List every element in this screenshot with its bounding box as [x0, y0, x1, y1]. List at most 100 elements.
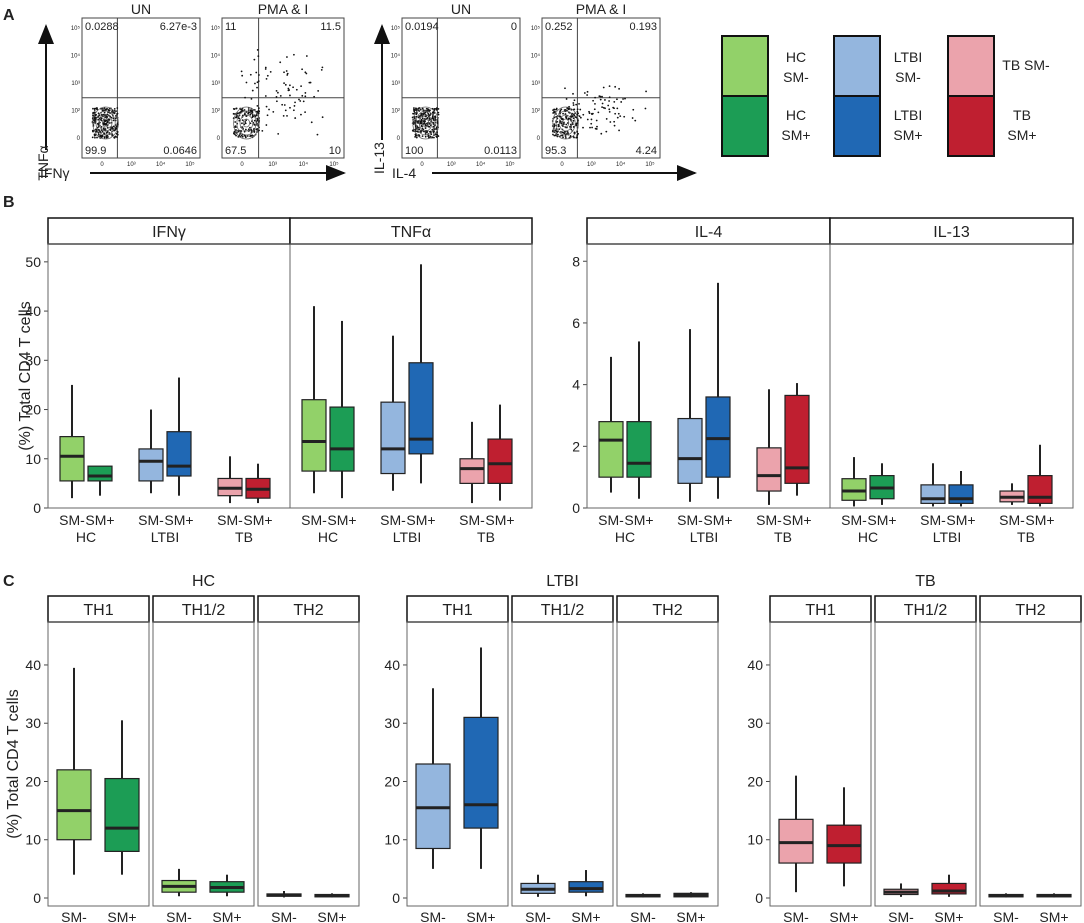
event-dot — [94, 121, 96, 124]
event-dot — [424, 115, 427, 118]
x-tick-label: SM- — [166, 909, 192, 923]
event-dot — [249, 73, 252, 76]
event-dot — [569, 125, 572, 128]
event-dot — [575, 103, 578, 106]
contour-line — [102, 118, 110, 128]
event-dot — [437, 108, 440, 110]
event-dot — [94, 136, 96, 139]
flow-ylabel-left: TNFα — [35, 145, 51, 180]
event-dot — [599, 98, 602, 101]
event-dot — [605, 118, 608, 120]
event-dot — [249, 135, 252, 138]
flow-x-tick: 10⁴ — [616, 161, 626, 168]
event-dot — [258, 129, 260, 132]
event-dot — [108, 131, 111, 134]
event-dot — [418, 128, 421, 131]
quadrant-value-ll: 100 — [405, 145, 423, 157]
event-dot — [556, 120, 559, 123]
facet-strip — [152, 595, 255, 623]
y-tick-label: 0 — [572, 500, 580, 516]
event-dot — [415, 136, 418, 139]
event-dot — [553, 124, 556, 127]
event-dot — [425, 122, 428, 125]
event-dot — [285, 70, 288, 72]
event-dot — [104, 128, 107, 130]
contour-line — [555, 110, 576, 136]
box-mark — [266, 891, 302, 898]
legend-label: HC — [786, 107, 806, 123]
event-dot — [92, 130, 94, 133]
event-dot — [590, 122, 593, 125]
event-dot — [116, 133, 119, 136]
facet-panel — [289, 243, 533, 509]
event-dot — [305, 72, 308, 75]
event-dot — [250, 130, 253, 132]
x-tick-label: SM- — [920, 512, 946, 528]
x-tick-label: SM- — [841, 512, 867, 528]
event-dot — [618, 129, 620, 132]
flow-y-tick: 10⁴ — [71, 53, 81, 60]
box-mark — [841, 457, 867, 507]
flow-x-tick: 10³ — [447, 162, 456, 168]
group-title: LTBI — [546, 573, 579, 590]
flow-x-tick: 10³ — [587, 162, 596, 168]
flow-y-tick: 0 — [217, 136, 221, 142]
event-dot — [253, 119, 256, 122]
event-dot — [597, 111, 600, 114]
contour-line — [233, 106, 260, 140]
event-dot — [289, 94, 291, 97]
event-dot — [293, 105, 296, 107]
event-dot — [424, 127, 427, 130]
event-dot — [250, 134, 253, 137]
event-dot — [304, 71, 307, 74]
event-dot — [283, 82, 285, 85]
event-dot — [560, 134, 562, 137]
event-dot — [244, 134, 247, 137]
event-dot — [616, 107, 619, 110]
event-dot — [320, 68, 323, 71]
event-dot — [553, 123, 556, 126]
flow-y-tick: 10² — [71, 109, 80, 115]
facet-strip — [289, 217, 533, 245]
event-dot — [264, 95, 267, 97]
group-title: TB — [915, 573, 935, 590]
x-tick-label: SM+ — [212, 909, 241, 923]
x-tick-label: SM- — [301, 512, 327, 528]
event-dot — [414, 135, 416, 138]
event-dot — [613, 120, 616, 123]
event-dot — [601, 95, 603, 98]
contour-line — [561, 118, 570, 128]
y-tick-label: 10 — [25, 451, 41, 467]
event-dot — [108, 122, 111, 124]
event-dot — [618, 87, 621, 90]
x-group-label: TB — [477, 529, 495, 545]
legend-label: TB SM- — [1002, 57, 1050, 73]
event-dot — [555, 115, 557, 118]
y-tick-label: 40 — [25, 303, 41, 319]
box-iqr — [841, 478, 867, 501]
event-dot — [631, 117, 634, 119]
box-iqr — [166, 431, 192, 477]
event-dot — [257, 80, 260, 82]
flow-x-tick: 10³ — [268, 162, 277, 168]
x-tick-label: SM+ — [327, 512, 356, 528]
event-dot — [287, 87, 290, 90]
flow-xlabel-left: IFNγ — [40, 165, 70, 181]
box-mark — [756, 389, 782, 505]
y-tick-label: 0 — [33, 890, 41, 906]
x-tick-label: SM- — [59, 512, 85, 528]
x-tick-label: SM+ — [703, 512, 732, 528]
event-dot — [243, 109, 246, 111]
contour-line — [558, 114, 573, 132]
event-dot — [286, 115, 288, 117]
group-title: HC — [192, 573, 215, 590]
y-tick-label: 20 — [384, 773, 400, 789]
event-dot — [421, 135, 424, 138]
event-dot — [321, 116, 324, 119]
flow-y-tick: 10² — [531, 109, 540, 115]
event-dot — [558, 128, 561, 131]
event-dot — [578, 102, 580, 105]
event-dot — [616, 98, 618, 101]
quadrant-value-ll: 99.9 — [85, 145, 106, 157]
